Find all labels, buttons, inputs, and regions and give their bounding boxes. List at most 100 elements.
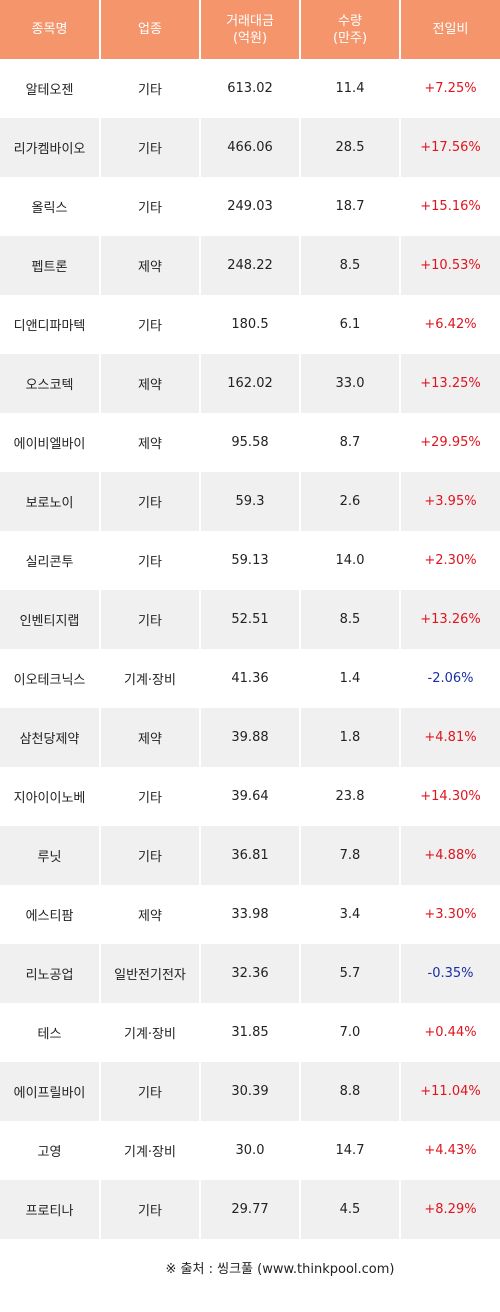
- stock-name-cell: 지아이이노베: [0, 767, 101, 826]
- stock-name-cell: 에이프릴바이: [0, 1062, 101, 1121]
- table-row: 리노공업 일반전기전자 32.36 5.7 -0.35%: [0, 944, 500, 1003]
- table-row: 루닛 기타 36.81 7.8 +4.88%: [0, 826, 500, 885]
- change-cell: +6.42%: [400, 295, 500, 354]
- change-cell: +11.04%: [400, 1062, 500, 1121]
- table-row: 에이비엘바이 제약 95.58 8.7 +29.95%: [0, 413, 500, 472]
- stock-name-cell: 인벤티지랩: [0, 590, 101, 649]
- table-row: 인벤티지랩 기타 52.51 8.5 +13.26%: [0, 590, 500, 649]
- volume-cell: 3.4: [300, 885, 401, 944]
- stock-name-cell: 펩트론: [0, 236, 101, 295]
- sector-cell: 기타: [100, 295, 201, 354]
- sector-cell: 기타: [100, 767, 201, 826]
- trade-amount-cell: 33.98: [200, 885, 301, 944]
- change-cell: +13.25%: [400, 354, 500, 413]
- table-row: 디앤디파마텍 기타 180.5 6.1 +6.42%: [0, 295, 500, 354]
- stock-name-cell: 고영: [0, 1121, 101, 1180]
- table-header-row: 종목명 업종 거래대금 (억원) 수량 (만주) 전일비: [0, 0, 500, 59]
- table-row: 실리콘투 기타 59.13 14.0 +2.30%: [0, 531, 500, 590]
- header-sector-label: 업종: [138, 22, 162, 37]
- change-cell: +14.30%: [400, 767, 500, 826]
- header-trade-amount: 거래대금 (억원): [200, 0, 301, 59]
- volume-cell: 6.1: [300, 295, 401, 354]
- stock-name-cell: 리노공업: [0, 944, 101, 1003]
- change-cell: +4.43%: [400, 1121, 500, 1180]
- sector-cell: 기계·장비: [100, 1003, 201, 1062]
- volume-cell: 2.6: [300, 472, 401, 531]
- change-cell: -0.35%: [400, 944, 500, 1003]
- sector-cell: 기타: [100, 177, 201, 236]
- trade-amount-cell: 466.06: [200, 118, 301, 177]
- sector-cell: 제약: [100, 885, 201, 944]
- table-row: 보로노이 기타 59.3 2.6 +3.95%: [0, 472, 500, 531]
- header-change-label: 전일비: [432, 22, 469, 37]
- sector-cell: 기타: [100, 118, 201, 177]
- volume-cell: 1.8: [300, 708, 401, 767]
- stock-name-cell: 이오테크닉스: [0, 649, 101, 708]
- trade-amount-cell: 59.13: [200, 531, 301, 590]
- trade-amount-cell: 249.03: [200, 177, 301, 236]
- stock-name-cell: 알테오젠: [0, 59, 101, 118]
- change-cell: +7.25%: [400, 59, 500, 118]
- table-row: 테스 기계·장비 31.85 7.0 +0.44%: [0, 1003, 500, 1062]
- volume-cell: 18.7: [300, 177, 401, 236]
- sector-cell: 일반전기전자: [100, 944, 201, 1003]
- table-row: 에이프릴바이 기타 30.39 8.8 +11.04%: [0, 1062, 500, 1121]
- change-cell: +4.88%: [400, 826, 500, 885]
- sector-cell: 제약: [100, 236, 201, 295]
- stock-name-cell: 에스티팜: [0, 885, 101, 944]
- header-stock-name-label: 종목명: [31, 22, 68, 37]
- table-row: 올릭스 기타 249.03 18.7 +15.16%: [0, 177, 500, 236]
- table-row: 리가켐바이오 기타 466.06 28.5 +17.56%: [0, 118, 500, 177]
- trade-amount-cell: 39.64: [200, 767, 301, 826]
- source-text: ※ 출처 : 씽크풀 (www.thinkpool.com): [165, 1262, 395, 1277]
- volume-cell: 14.7: [300, 1121, 401, 1180]
- volume-cell: 14.0: [300, 531, 401, 590]
- stock-name-cell: 올릭스: [0, 177, 101, 236]
- sector-cell: 기타: [100, 1062, 201, 1121]
- table-row: 오스코텍 제약 162.02 33.0 +13.25%: [0, 354, 500, 413]
- sector-cell: 기계·장비: [100, 1121, 201, 1180]
- volume-cell: 5.7: [300, 944, 401, 1003]
- stock-name-cell: 삼천당제약: [0, 708, 101, 767]
- change-cell: +15.16%: [400, 177, 500, 236]
- header-sector: 업종: [100, 0, 201, 59]
- sector-cell: 기타: [100, 1180, 201, 1239]
- header-volume-label: 수량: [338, 13, 362, 29]
- trade-amount-cell: 59.3: [200, 472, 301, 531]
- stock-name-cell: 프로티나: [0, 1180, 101, 1239]
- volume-cell: 28.5: [300, 118, 401, 177]
- trade-amount-cell: 162.02: [200, 354, 301, 413]
- stock-name-cell: 오스코텍: [0, 354, 101, 413]
- sector-cell: 기타: [100, 472, 201, 531]
- trade-amount-cell: 32.36: [200, 944, 301, 1003]
- stock-name-cell: 실리콘투: [0, 531, 101, 590]
- sector-cell: 기타: [100, 531, 201, 590]
- volume-cell: 33.0: [300, 354, 401, 413]
- stock-name-cell: 테스: [0, 1003, 101, 1062]
- volume-cell: 7.0: [300, 1003, 401, 1062]
- trade-amount-cell: 95.58: [200, 413, 301, 472]
- change-cell: +2.30%: [400, 531, 500, 590]
- table-row: 고영 기계·장비 30.0 14.7 +4.43%: [0, 1121, 500, 1180]
- header-trade-amount-label: 거래대금: [226, 13, 274, 29]
- volume-cell: 4.5: [300, 1180, 401, 1239]
- trade-amount-cell: 30.0: [200, 1121, 301, 1180]
- table-row: 삼천당제약 제약 39.88 1.8 +4.81%: [0, 708, 500, 767]
- table-row: 프로티나 기타 29.77 4.5 +8.29%: [0, 1180, 500, 1239]
- sector-cell: 기타: [100, 826, 201, 885]
- trade-amount-cell: 39.88: [200, 708, 301, 767]
- source-note: ※ 출처 : 씽크풀 (www.thinkpool.com): [0, 1258, 500, 1277]
- volume-cell: 8.8: [300, 1062, 401, 1121]
- volume-cell: 11.4: [300, 59, 401, 118]
- sector-cell: 제약: [100, 708, 201, 767]
- volume-cell: 23.8: [300, 767, 401, 826]
- trade-amount-cell: 41.36: [200, 649, 301, 708]
- volume-cell: 8.5: [300, 236, 401, 295]
- stock-table: 종목명 업종 거래대금 (억원) 수량 (만주) 전일비 알테오젠 기타 613.0…: [0, 0, 500, 1239]
- trade-amount-cell: 29.77: [200, 1180, 301, 1239]
- sector-cell: 제약: [100, 354, 201, 413]
- sector-cell: 제약: [100, 413, 201, 472]
- table-row: 알테오젠 기타 613.02 11.4 +7.25%: [0, 59, 500, 118]
- table-body: 알테오젠 기타 613.02 11.4 +7.25% 리가켐바이오 기타 466.06 28.5…: [0, 59, 500, 1239]
- header-change: 전일비: [400, 0, 500, 59]
